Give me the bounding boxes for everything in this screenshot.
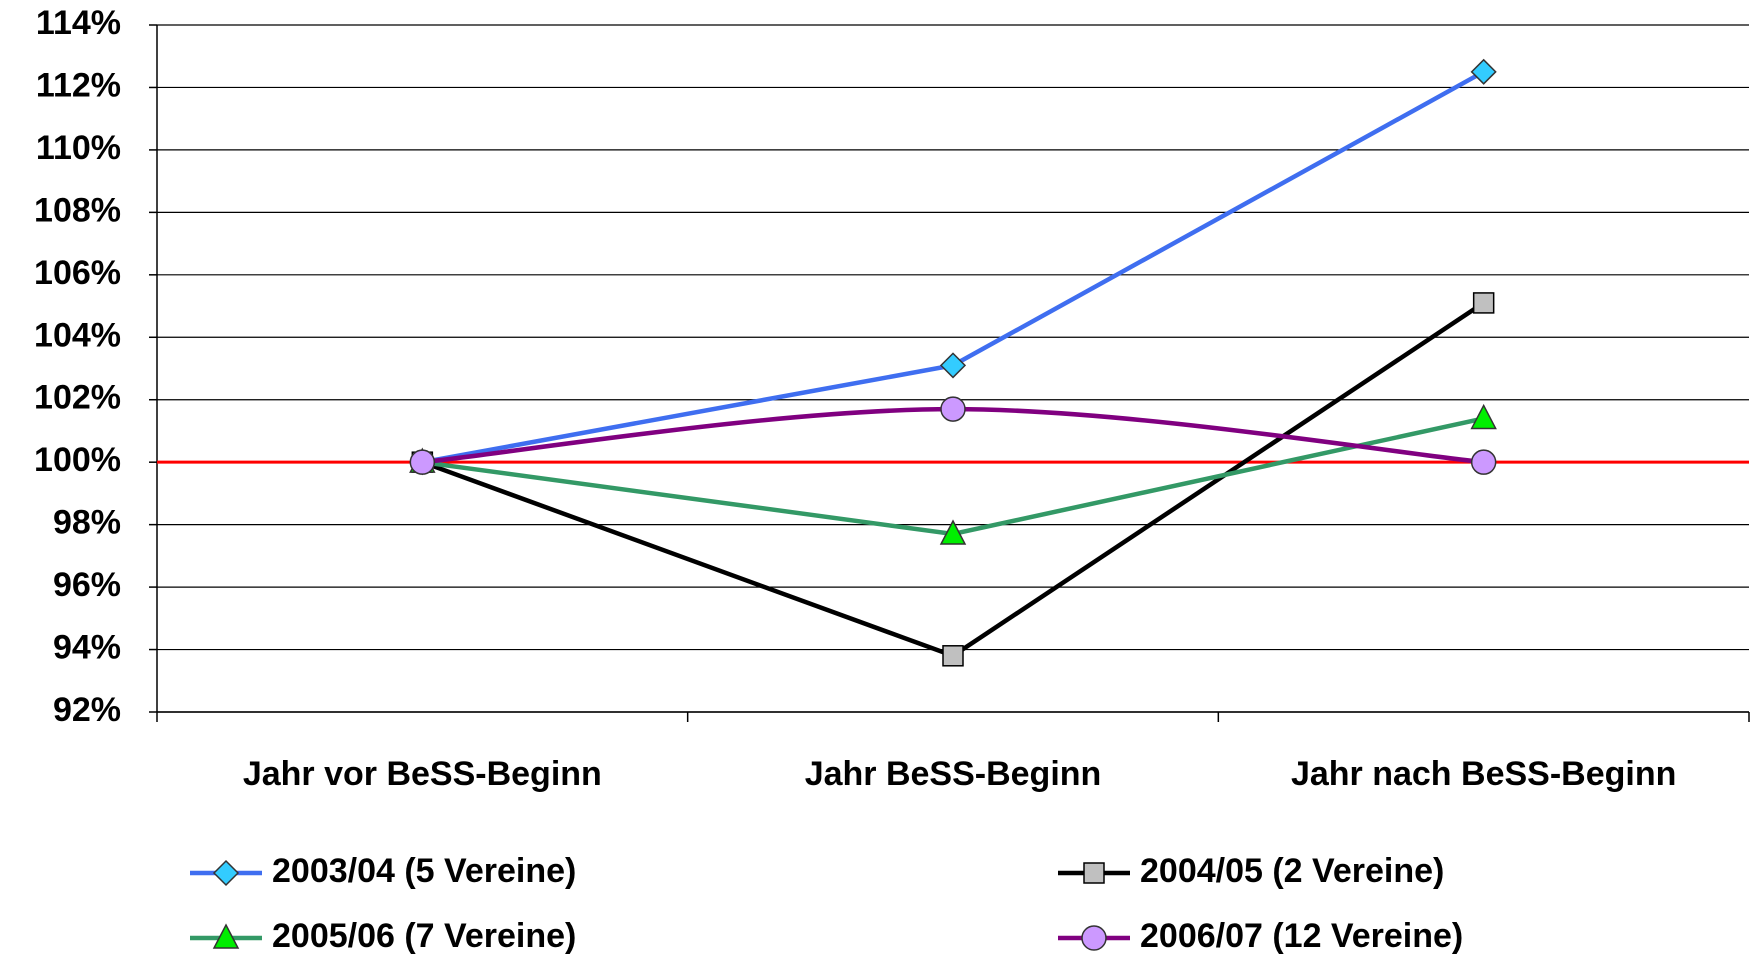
y-tick-label: 108% xyxy=(34,191,121,229)
y-tick-label: 102% xyxy=(34,379,121,417)
series-line xyxy=(422,416,1485,537)
marker xyxy=(1472,292,1495,314)
marker xyxy=(942,645,964,667)
marker xyxy=(939,519,967,545)
y-tick-label: 112% xyxy=(36,66,121,104)
legend-item: 2005/06 (7 Vereine) xyxy=(190,917,576,955)
marker xyxy=(212,923,240,949)
y-tick-label: 94% xyxy=(53,629,121,667)
legend-label: 2005/06 (7 Vereine) xyxy=(272,917,576,955)
marker xyxy=(1470,403,1497,430)
legend-label: 2006/07 (12 Vereine) xyxy=(1140,917,1463,955)
y-tick-label: 114% xyxy=(36,4,121,42)
marker xyxy=(1470,449,1497,475)
legend-label: 2004/05 (2 Vereine) xyxy=(1140,852,1444,890)
x-tick-label: Jahr nach BeSS-Beginn xyxy=(1291,755,1676,793)
marker xyxy=(939,352,967,379)
y-tick-label: 92% xyxy=(53,691,121,729)
marker xyxy=(1083,862,1105,884)
y-tick-label: 96% xyxy=(53,566,121,604)
legend-item: 2006/07 (12 Vereine) xyxy=(1058,917,1463,955)
y-tick-label: 104% xyxy=(34,316,121,354)
y-tick-label: 100% xyxy=(34,441,121,479)
marker xyxy=(1470,58,1497,85)
marker xyxy=(1081,925,1107,951)
marker xyxy=(940,396,966,422)
marker xyxy=(409,449,436,475)
legend-label: 2003/04 (5 Vereine) xyxy=(272,852,576,890)
legend-item: 2003/04 (5 Vereine) xyxy=(190,852,576,890)
marker xyxy=(212,859,240,887)
y-tick-label: 98% xyxy=(53,504,121,542)
x-tick-label: Jahr BeSS-Beginn xyxy=(805,755,1102,793)
legend-item: 2004/05 (2 Vereine) xyxy=(1058,852,1444,890)
y-tick-label: 106% xyxy=(34,254,121,292)
y-tick-label: 110% xyxy=(36,129,121,167)
x-tick-label: Jahr vor BeSS-Beginn xyxy=(243,755,602,793)
